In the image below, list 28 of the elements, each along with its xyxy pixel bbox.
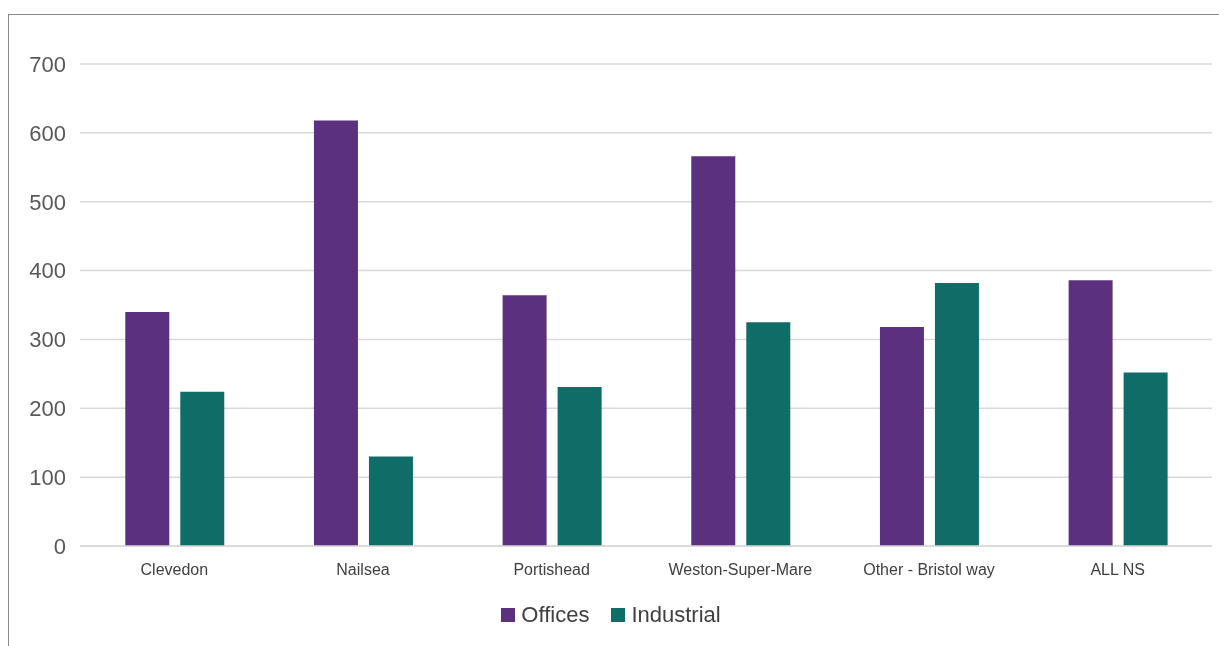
x-tick-label: Clevedon bbox=[140, 561, 209, 579]
y-tick-label: 400 bbox=[29, 258, 66, 284]
y-tick-label: 600 bbox=[29, 120, 66, 146]
y-tick-label: 0 bbox=[53, 533, 66, 559]
legend-label: Industrial bbox=[631, 602, 721, 628]
x-tick-label: Other - Bristol way bbox=[863, 561, 995, 579]
bar bbox=[180, 391, 225, 546]
x-tick-label: ALL NS bbox=[1090, 561, 1145, 579]
bar bbox=[1068, 280, 1113, 546]
bar bbox=[313, 120, 358, 546]
x-tick-label: Weston-Super-Mare bbox=[668, 561, 813, 579]
bar bbox=[879, 327, 924, 546]
bar bbox=[502, 295, 547, 546]
y-tick-label: 100 bbox=[29, 464, 66, 490]
y-tick-label: 700 bbox=[29, 51, 66, 77]
legend-label: Offices bbox=[521, 602, 590, 628]
x-tick-label: Nailsea bbox=[336, 561, 390, 579]
y-tick-label: 200 bbox=[29, 396, 66, 422]
bar bbox=[934, 282, 979, 546]
bar bbox=[691, 156, 736, 546]
bar bbox=[368, 456, 413, 546]
bar bbox=[746, 322, 791, 546]
bar bbox=[557, 386, 602, 546]
bar bbox=[125, 311, 170, 546]
y-tick-label: 300 bbox=[29, 327, 66, 353]
x-tick-label: Portishead bbox=[513, 561, 590, 579]
y-tick-label: 500 bbox=[29, 189, 66, 215]
bar bbox=[1123, 372, 1168, 546]
